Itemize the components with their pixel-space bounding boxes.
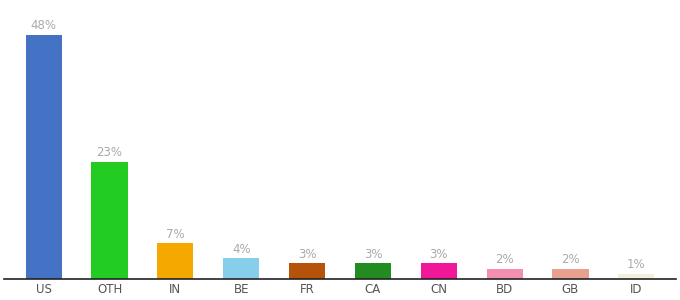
Text: 3%: 3% — [364, 248, 382, 261]
Bar — [421, 263, 457, 279]
Bar — [552, 268, 589, 279]
Text: 4%: 4% — [232, 243, 250, 256]
Bar — [157, 243, 194, 279]
Bar — [91, 162, 128, 279]
Text: 48%: 48% — [31, 19, 56, 32]
Bar — [486, 268, 523, 279]
Text: 7%: 7% — [166, 227, 185, 241]
Bar — [618, 274, 654, 279]
Bar — [355, 263, 391, 279]
Text: 2%: 2% — [561, 253, 580, 266]
Text: 3%: 3% — [430, 248, 448, 261]
Bar — [26, 35, 62, 279]
Text: 1%: 1% — [627, 258, 645, 271]
Text: 2%: 2% — [495, 253, 514, 266]
Bar — [223, 258, 259, 279]
Text: 23%: 23% — [97, 146, 122, 159]
Text: 3%: 3% — [298, 248, 316, 261]
Bar — [289, 263, 325, 279]
